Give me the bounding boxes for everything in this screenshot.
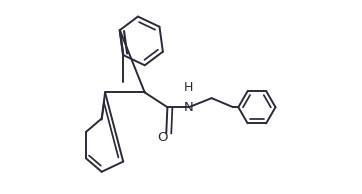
Text: O: O xyxy=(157,131,168,144)
Text: H: H xyxy=(184,81,194,94)
Text: N: N xyxy=(184,101,194,114)
